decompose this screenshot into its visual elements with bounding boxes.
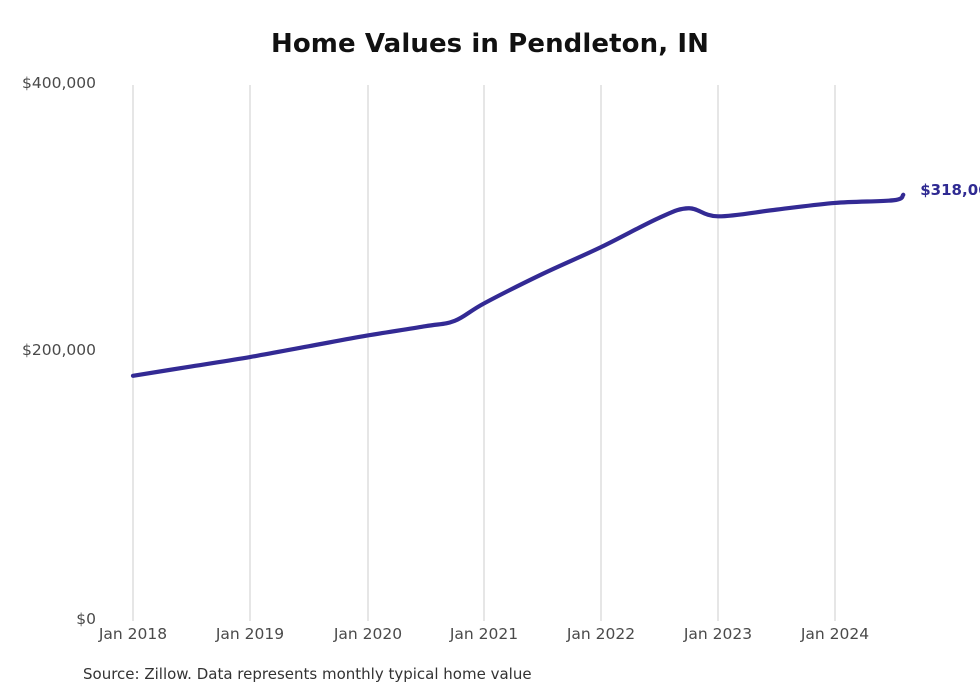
x-axis-tick-label: Jan 2023 [683, 625, 753, 643]
y-axis-tick-label: $400,000 [22, 74, 96, 92]
x-axis-tick-label: Jan 2024 [800, 625, 870, 643]
chart-title: Home Values in Pendleton, IN [270, 29, 710, 59]
y-axis-tick-label: $0 [76, 610, 96, 628]
x-axis-tick-label: Jan 2019 [215, 625, 285, 643]
x-axis-tick-label: Jan 2020 [333, 625, 403, 643]
gridline-group [132, 85, 836, 621]
source-note: Source: Zillow. Data represents monthly … [83, 665, 532, 683]
x-axis-tick-label: Jan 2018 [98, 625, 168, 643]
x-axis-tick-label: Jan 2022 [566, 625, 636, 643]
x-axis-tick-label: Jan 2021 [449, 625, 519, 643]
end-value-label: $318,066 [920, 180, 980, 199]
y-axis-tick-label: $200,000 [22, 341, 96, 359]
series-line-typical-home-value [130, 192, 906, 378]
